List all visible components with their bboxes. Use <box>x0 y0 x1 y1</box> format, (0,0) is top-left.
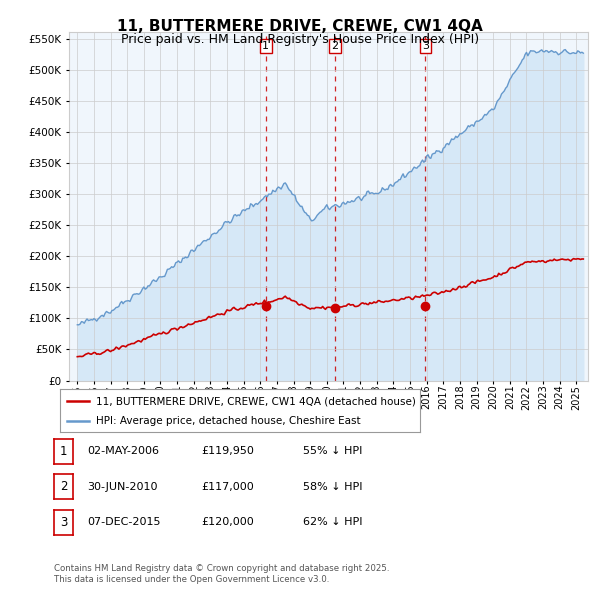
Text: 1: 1 <box>262 41 269 51</box>
Text: £119,950: £119,950 <box>201 447 254 456</box>
Text: 62% ↓ HPI: 62% ↓ HPI <box>303 517 362 527</box>
Text: £120,000: £120,000 <box>201 517 254 527</box>
Text: This data is licensed under the Open Government Licence v3.0.: This data is licensed under the Open Gov… <box>54 575 329 584</box>
Text: HPI: Average price, detached house, Cheshire East: HPI: Average price, detached house, Ches… <box>96 417 361 426</box>
Text: 30-JUN-2010: 30-JUN-2010 <box>87 482 157 491</box>
Text: 1: 1 <box>60 445 67 458</box>
Text: 02-MAY-2006: 02-MAY-2006 <box>87 447 159 456</box>
Text: 11, BUTTERMERE DRIVE, CREWE, CW1 4QA: 11, BUTTERMERE DRIVE, CREWE, CW1 4QA <box>117 19 483 34</box>
Text: 07-DEC-2015: 07-DEC-2015 <box>87 517 161 527</box>
Text: 55% ↓ HPI: 55% ↓ HPI <box>303 447 362 456</box>
Text: 3: 3 <box>60 516 67 529</box>
Text: Price paid vs. HM Land Registry's House Price Index (HPI): Price paid vs. HM Land Registry's House … <box>121 33 479 46</box>
Text: 2: 2 <box>331 41 338 51</box>
Text: £117,000: £117,000 <box>201 482 254 491</box>
Text: 58% ↓ HPI: 58% ↓ HPI <box>303 482 362 491</box>
Text: 3: 3 <box>422 41 429 51</box>
Text: Contains HM Land Registry data © Crown copyright and database right 2025.: Contains HM Land Registry data © Crown c… <box>54 565 389 573</box>
Text: 11, BUTTERMERE DRIVE, CREWE, CW1 4QA (detached house): 11, BUTTERMERE DRIVE, CREWE, CW1 4QA (de… <box>96 396 416 407</box>
Text: 2: 2 <box>60 480 67 493</box>
